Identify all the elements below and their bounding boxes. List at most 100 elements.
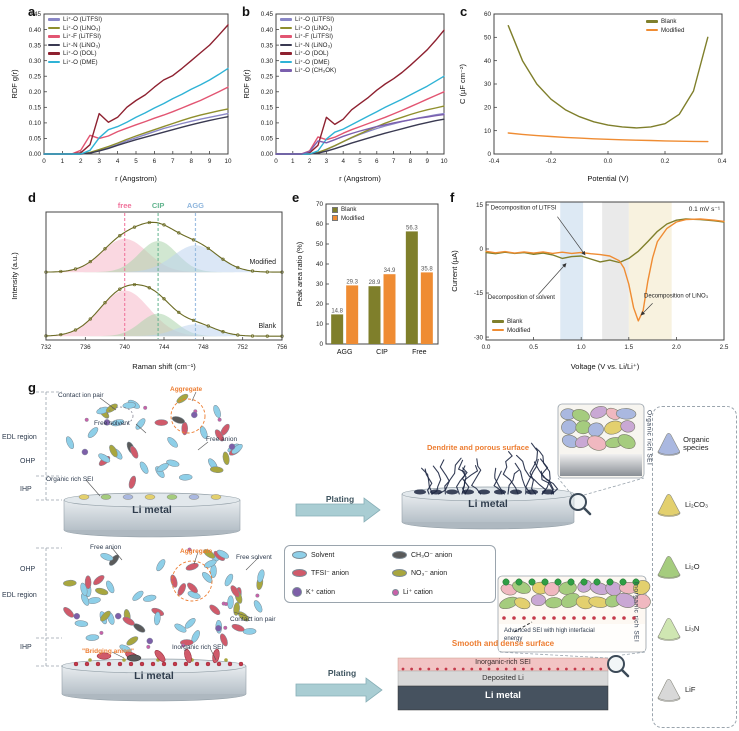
- legend-swatch: [280, 69, 292, 72]
- svg-text:8: 8: [189, 158, 193, 165]
- svg-text:0.15: 0.15: [29, 105, 42, 112]
- solvation-cluster-top: [65, 393, 243, 489]
- ohp-label-bottom: OHP: [20, 566, 36, 573]
- svg-text:Decomposition of solvent: Decomposition of solvent: [488, 295, 555, 301]
- svg-text:0.20: 0.20: [29, 89, 42, 96]
- legend-swatch: [280, 52, 292, 55]
- panel-label-g: g: [28, 380, 36, 395]
- legend-swatch: [646, 20, 658, 23]
- svg-text:0.5: 0.5: [529, 344, 538, 351]
- svg-text:Potential (V): Potential (V): [587, 174, 629, 183]
- legend-swatch: [48, 43, 60, 47]
- svg-text:0.40: 0.40: [261, 27, 274, 34]
- smooth-label: Smooth and dense surface: [451, 639, 555, 648]
- svg-text:0: 0: [42, 158, 46, 165]
- legend-item: Li⁺-N (LiNO₃): [280, 42, 336, 49]
- schematic-diagram: [36, 391, 651, 711]
- bar: [405, 231, 418, 344]
- li-cation-icon: [392, 588, 399, 596]
- svg-text:1.5: 1.5: [624, 344, 633, 351]
- svg-text:10: 10: [316, 321, 324, 328]
- svg-text:40: 40: [316, 261, 324, 268]
- legend-swatch: [280, 35, 292, 38]
- legend-item: Li⁺-O (DOL): [48, 50, 102, 57]
- panel-b: 0 1 2 3 4 5 6 7 8 9 10 0.00 0.05 0.10 0.15 0.20 0.25 0.30…: [240, 6, 452, 184]
- legend-swatch: [646, 28, 658, 32]
- svg-text:35.8: 35.8: [421, 266, 433, 272]
- svg-text:-0.2: -0.2: [546, 158, 557, 165]
- legend-swatch: [48, 35, 60, 38]
- svg-text:10: 10: [484, 128, 492, 135]
- legend-swatch: [332, 206, 338, 213]
- svg-text:10: 10: [224, 158, 232, 165]
- legend-label: Blank: [341, 206, 357, 213]
- inorganic-sei-label: Inorganic rich SEI: [172, 644, 224, 651]
- svg-text:3: 3: [97, 158, 101, 165]
- legend-item: TFSI⁻ anion: [292, 569, 388, 577]
- svg-text:50: 50: [316, 241, 324, 248]
- svg-text:748: 748: [198, 344, 209, 351]
- svg-text:free: free: [118, 201, 132, 210]
- legend-item: Li⁺-O (CH₃OK): [280, 67, 336, 74]
- svg-text:0.30: 0.30: [261, 58, 274, 65]
- svg-text:0: 0: [274, 158, 278, 165]
- legend-item: Solvent: [292, 551, 388, 559]
- legend-item: Li⁺-O (DOL): [280, 50, 336, 57]
- svg-text:0.05: 0.05: [29, 136, 42, 143]
- legend-swatch: [280, 60, 292, 64]
- svg-text:0.20: 0.20: [261, 89, 274, 96]
- svg-text:0.25: 0.25: [261, 73, 274, 80]
- svg-text:C (µF cm⁻²): C (µF cm⁻²): [458, 64, 467, 104]
- panel-label-e: e: [292, 190, 300, 205]
- panel-a: 0 1 2 3 4 5 6 7 8 9 10 0.00 0.05 0.10 0.15 0.20 0.25 0.30…: [8, 6, 236, 184]
- species-item: Organic species: [656, 431, 733, 457]
- legend-label: Li⁺ cation: [403, 589, 433, 596]
- aggregate-label-bottom: Aggregate: [180, 548, 213, 555]
- svg-text:RDF g(r): RDF g(r): [10, 69, 19, 99]
- legend-swatch: [48, 60, 60, 64]
- bar: [420, 272, 433, 344]
- svg-text:Decomposition of LiTFSI: Decomposition of LiTFSI: [491, 205, 557, 211]
- svg-text:0.45: 0.45: [261, 11, 274, 18]
- svg-text:0.00: 0.00: [29, 151, 42, 158]
- svg-text:-0.4: -0.4: [489, 158, 500, 165]
- bar: [368, 286, 381, 344]
- svg-text:0.0: 0.0: [604, 158, 613, 165]
- svg-text:756: 756: [277, 344, 288, 351]
- legend-label: Modified: [341, 214, 365, 222]
- svg-text:RDF g(r): RDF g(r): [242, 69, 251, 99]
- svg-text:0.40: 0.40: [29, 27, 42, 34]
- panel-c: -0.4 -0.2 0.0 0.2 0.4 0 10 20 30 40 50 60 Potential …: [456, 6, 732, 184]
- contact-ion-pair-label-top: Contact ion pair: [58, 392, 104, 399]
- svg-text:0.00: 0.00: [261, 151, 274, 158]
- svg-text:9: 9: [208, 158, 212, 165]
- free-anion-label-top: Free anion: [206, 436, 238, 443]
- magnifier-icon: [569, 493, 592, 516]
- svg-text:30: 30: [316, 281, 324, 288]
- legend-label: Modified: [661, 26, 685, 34]
- legend-label: Blank: [661, 18, 677, 25]
- panel-label-f: f: [450, 190, 455, 205]
- legend-swatch: [280, 18, 292, 21]
- free-solvent-label-bottom: Free solvent: [236, 554, 272, 561]
- legend-label: K⁺ cation: [306, 589, 335, 596]
- svg-text:0: 0: [319, 341, 323, 348]
- svg-text:0.25: 0.25: [29, 73, 42, 80]
- species-item: Li₂O: [656, 554, 733, 580]
- svg-text:60: 60: [484, 11, 492, 18]
- li-metal-label-4: Li metal: [485, 690, 521, 701]
- svg-text:4: 4: [116, 158, 120, 165]
- rdf-chart-b: 0 1 2 3 4 5 6 7 8 9 10 0.00 0.05 0.10 0.15 0.20 0.25 0.30…: [242, 11, 448, 183]
- svg-text:20: 20: [316, 301, 324, 308]
- svg-text:Current (µA): Current (µA): [450, 250, 459, 292]
- organic-sei-inset-label: Organic rich SEI: [645, 410, 653, 466]
- free-anion-label-bottom: Free anion: [90, 544, 122, 551]
- species-item: Li₂CO₃: [656, 492, 733, 518]
- svg-text:5: 5: [358, 158, 362, 165]
- svg-text:1.0: 1.0: [577, 344, 586, 351]
- svg-text:14.8: 14.8: [331, 308, 343, 314]
- plating-arrow: [295, 497, 381, 523]
- legend-swatch: [492, 320, 504, 323]
- legend-a: Li⁺-O (LiTFSI) Li⁺-O (LiNO₃) Li⁺-F (LiTFSI…: [48, 16, 102, 66]
- free-solvent-label-top: Free solvent: [94, 420, 130, 427]
